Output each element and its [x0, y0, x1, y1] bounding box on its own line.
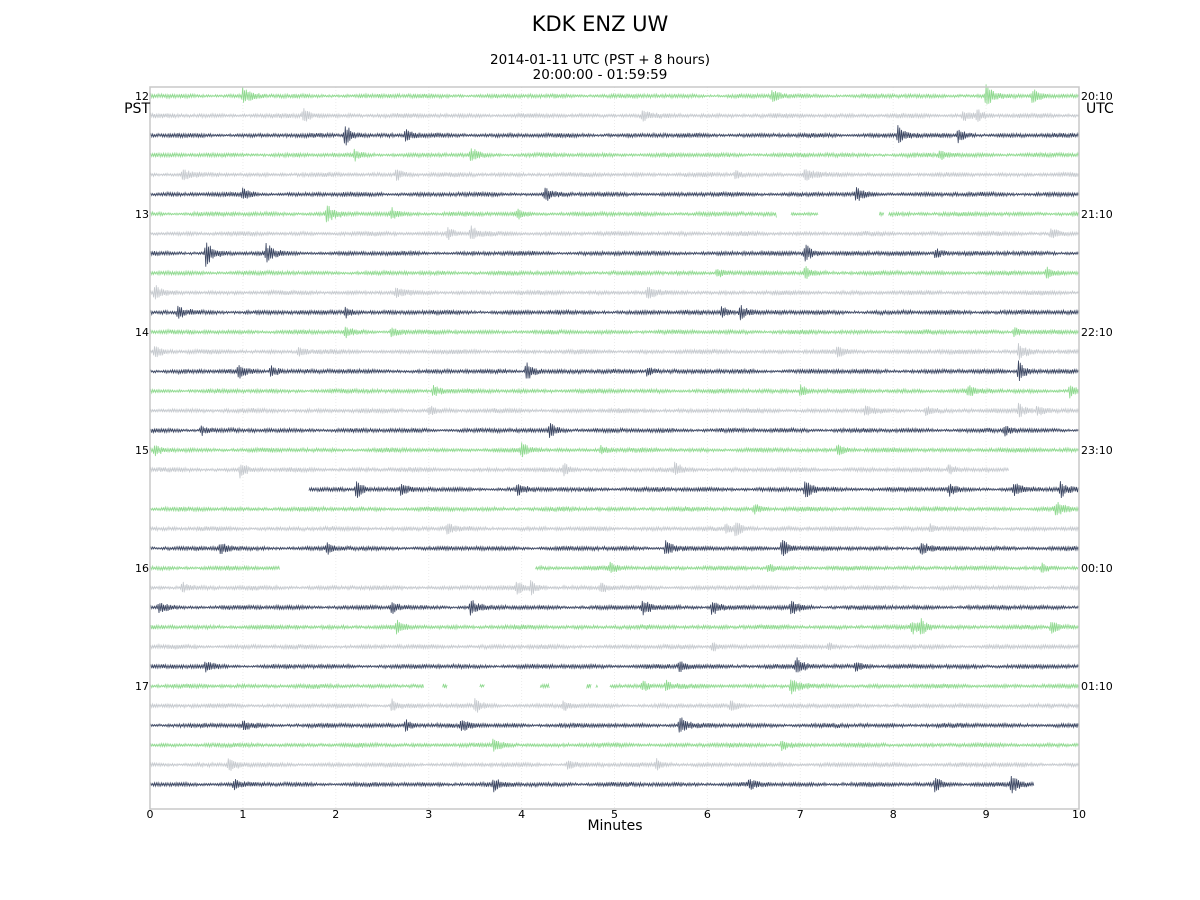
trace-row — [149, 225, 1080, 241]
trace-row — [149, 461, 1009, 479]
chart-title: KDK ENZ UW — [531, 12, 669, 36]
trace-row — [149, 343, 1080, 360]
trace-row — [149, 125, 1080, 146]
x-tick-label: 10 — [1072, 808, 1086, 821]
trace-row — [149, 717, 1080, 733]
trace-row — [149, 679, 1080, 695]
trace-row — [149, 758, 1080, 771]
trace-row — [149, 775, 1035, 794]
trace-row — [149, 108, 1080, 122]
right-hour-label: 22:10 — [1081, 326, 1113, 339]
trace-row — [149, 148, 1080, 162]
trace-row — [149, 360, 1080, 382]
trace-row — [308, 481, 1079, 499]
trace-row — [149, 580, 1080, 596]
left-hour-label: 13 — [135, 208, 149, 221]
x-tick-label: 9 — [983, 808, 990, 821]
x-tick-label: 6 — [704, 808, 711, 821]
trace-row — [149, 402, 1080, 418]
x-tick-label: 3 — [425, 808, 432, 821]
subtitle-time-range: 20:00:00 - 01:59:59 — [532, 67, 668, 83]
right-hour-label: 01:10 — [1081, 680, 1113, 693]
trace-row — [149, 242, 1080, 267]
trace-row — [149, 205, 1079, 223]
trace-row — [149, 442, 1080, 458]
trace-row — [149, 698, 1080, 713]
left-hour-label: 16 — [135, 562, 149, 575]
trace-row — [149, 266, 1080, 279]
x-tick-label: 4 — [518, 808, 525, 821]
trace-row — [149, 326, 1080, 339]
trace-row — [149, 600, 1080, 616]
trace-row — [149, 561, 1079, 573]
trace-row — [149, 657, 1080, 673]
trace-row — [149, 738, 1080, 752]
trace-row — [149, 84, 1080, 105]
left-hour-label: 17 — [135, 680, 149, 693]
right-timezone-label: UTC — [1086, 101, 1114, 117]
right-hour-label: 23:10 — [1081, 444, 1113, 457]
x-axis-label: Minutes — [587, 818, 643, 834]
plot-frame — [149, 86, 1080, 810]
x-tick-label: 0 — [147, 808, 154, 821]
trace-row — [149, 522, 1080, 537]
right-hour-label: 21:10 — [1081, 208, 1113, 221]
trace-row — [149, 285, 1080, 300]
chart-subtitle: 2014-01-11 UTC (PST + 8 hours) 20:00:00 … — [0, 53, 1200, 83]
trace-row — [149, 642, 1080, 652]
subtitle-date: 2014-01-11 UTC (PST + 8 hours) — [489, 52, 711, 68]
left-hour-label: 14 — [135, 326, 149, 339]
x-tick-label: 1 — [239, 808, 246, 821]
left-timezone-label: PST — [124, 101, 150, 117]
trace-row — [149, 187, 1080, 201]
trace-row — [149, 423, 1080, 438]
trace-row — [149, 618, 1080, 635]
x-tick-label: 7 — [797, 808, 804, 821]
left-hour-label: 15 — [135, 444, 149, 457]
x-tick-label: 2 — [332, 808, 339, 821]
trace-row — [149, 501, 1080, 516]
right-hour-label: 20:10 — [1081, 90, 1113, 103]
trace-row — [149, 305, 1080, 321]
right-hour-label: 00:10 — [1081, 562, 1113, 575]
left-hour-label: 12 — [135, 90, 149, 103]
trace-row — [149, 384, 1080, 399]
trace-row — [149, 169, 1080, 181]
x-tick-label: 5 — [611, 808, 618, 821]
trace-row — [149, 539, 1080, 557]
x-tick-label: 8 — [890, 808, 897, 821]
